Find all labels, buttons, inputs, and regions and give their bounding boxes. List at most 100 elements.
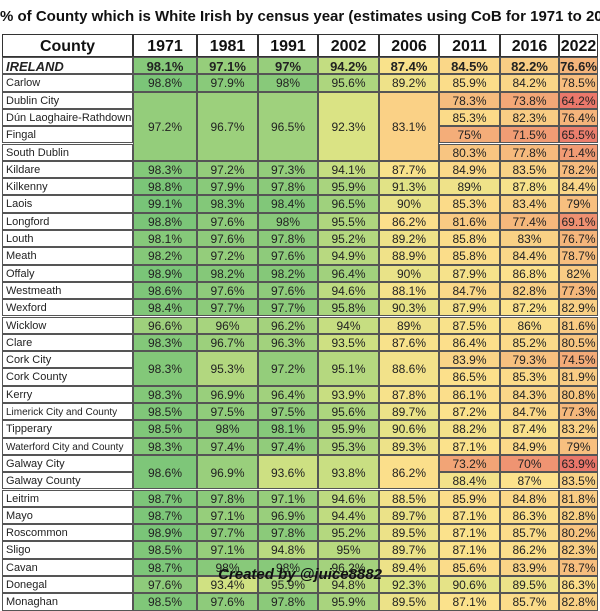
value-cell: 97.7%	[258, 299, 318, 317]
value-cell: 84.5%	[439, 57, 500, 75]
merged-value-cell: 96.5%	[258, 91, 318, 161]
value-cell: 87.2%	[500, 299, 559, 317]
value-cell: 87.9%	[439, 264, 500, 282]
value-cell: 95.2%	[318, 524, 379, 542]
county-label: Offaly	[2, 264, 133, 282]
county-label: Waterford City and County	[2, 437, 133, 455]
value-cell: 88.5%	[379, 489, 439, 507]
county-label: Louth	[2, 230, 133, 248]
header-year: 1981	[197, 34, 258, 57]
county-label: Meath	[2, 247, 133, 265]
value-cell: 89.7%	[379, 506, 439, 525]
value-cell: 90.3%	[379, 299, 439, 317]
value-cell: 89.7%	[379, 403, 439, 421]
value-cell: 97.3%	[258, 160, 318, 179]
value-cell: 97.6%	[197, 212, 258, 230]
value-cell: 97.6%	[197, 281, 258, 300]
value-cell: 95.3%	[318, 437, 379, 455]
value-cell: 86.8%	[500, 264, 559, 282]
value-cell: 76.7%	[559, 230, 598, 248]
value-cell: 98.3%	[133, 333, 197, 352]
value-cell: 77.8%	[500, 143, 559, 161]
value-cell: 99.1%	[133, 195, 197, 213]
value-cell: 85.6%	[439, 558, 500, 576]
value-cell: 81.6%	[559, 316, 598, 334]
value-cell: 89.5%	[379, 524, 439, 542]
value-cell: 86.2%	[379, 212, 439, 230]
value-cell: 97.6%	[258, 281, 318, 300]
county-label: Cavan	[2, 558, 133, 576]
value-cell: 86.2%	[500, 541, 559, 559]
value-cell: 89.7%	[379, 541, 439, 559]
county-label: South Dublin	[2, 143, 133, 161]
county-label: Sligo	[2, 541, 133, 559]
value-cell: 80.2%	[559, 524, 598, 542]
value-cell: 78.7%	[559, 558, 598, 576]
value-cell: 98.3%	[133, 385, 197, 403]
value-cell: 85.2%	[500, 333, 559, 352]
county-label: Laois	[2, 195, 133, 213]
header-county: County	[2, 34, 133, 57]
value-cell: 82.3%	[500, 108, 559, 127]
value-cell: 98.2%	[197, 264, 258, 282]
value-cell: 91.3%	[379, 178, 439, 196]
value-cell: 86.5%	[439, 368, 500, 386]
value-cell: 79.3%	[500, 351, 559, 369]
value-cell: 98.1%	[258, 420, 318, 438]
value-cell: 71.4%	[559, 143, 598, 161]
value-cell: 85.3%	[439, 108, 500, 127]
value-cell: 84.9%	[500, 437, 559, 455]
county-label: Limerick City and County	[2, 403, 133, 421]
value-cell: 96.2%	[258, 316, 318, 334]
value-cell: 85.9%	[439, 489, 500, 507]
value-cell: 97.8%	[197, 489, 258, 507]
county-label: Kildare	[2, 160, 133, 179]
value-cell: 84.4%	[500, 247, 559, 265]
value-cell: 98%	[258, 74, 318, 92]
value-cell: 94%	[318, 316, 379, 334]
value-cell: 97.8%	[258, 230, 318, 248]
merged-value-cell: 95.1%	[318, 351, 379, 386]
value-cell: 83.4%	[500, 195, 559, 213]
value-cell: 74.5%	[559, 351, 598, 369]
value-cell: 87.1%	[439, 506, 500, 525]
value-cell: 88.2%	[439, 420, 500, 438]
value-cell: 95.5%	[318, 212, 379, 230]
value-cell: 98.1%	[133, 230, 197, 248]
merged-value-cell: 86.2%	[379, 454, 439, 490]
value-cell: 88.4%	[439, 472, 500, 490]
value-cell: 77.3%	[559, 403, 598, 421]
county-label: Carlow	[2, 74, 133, 92]
value-cell: 89.2%	[379, 230, 439, 248]
header-year: 2011	[439, 34, 500, 57]
value-cell: 86.1%	[439, 385, 500, 403]
county-label: Wexford	[2, 299, 133, 317]
value-cell: 85.8%	[439, 230, 500, 248]
value-cell: 98%	[197, 420, 258, 438]
county-label: Leitrim	[2, 489, 133, 507]
county-label: Cork City	[2, 351, 133, 369]
value-cell: 97.4%	[258, 437, 318, 455]
value-cell: 87.1%	[439, 437, 500, 455]
value-cell: 98.9%	[133, 264, 197, 282]
value-cell: 95%	[318, 541, 379, 559]
national-label: IRELAND	[2, 57, 133, 75]
value-cell: 87.1%	[439, 524, 500, 542]
value-cell: 97.7%	[197, 299, 258, 317]
county-label: Dublin City	[2, 91, 133, 109]
value-cell: 82.8%	[500, 281, 559, 300]
merged-value-cell: 97.2%	[258, 351, 318, 386]
value-cell: 98.7%	[133, 489, 197, 507]
merged-value-cell: 83.1%	[379, 91, 439, 161]
value-cell: 82.9%	[559, 299, 598, 317]
value-cell: 84.2%	[500, 74, 559, 92]
footer-credit: Created by @juice8882	[218, 566, 382, 583]
value-cell: 95.9%	[318, 178, 379, 196]
value-cell: 85.3%	[439, 195, 500, 213]
value-cell: 97.4%	[197, 437, 258, 455]
county-label: Westmeath	[2, 281, 133, 300]
value-cell: 85.8%	[439, 247, 500, 265]
value-cell: 98.3%	[197, 195, 258, 213]
value-cell: 86.4%	[439, 333, 500, 352]
value-cell: 94.2%	[318, 57, 379, 75]
